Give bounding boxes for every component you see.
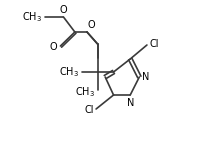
Text: N: N	[127, 98, 134, 108]
Text: CH$_3$: CH$_3$	[75, 85, 95, 99]
Text: CH$_3$: CH$_3$	[22, 10, 42, 24]
Text: Cl: Cl	[149, 39, 159, 49]
Text: O: O	[88, 21, 95, 31]
Text: N: N	[142, 72, 149, 82]
Text: O: O	[60, 5, 67, 16]
Text: Cl: Cl	[84, 105, 94, 115]
Text: CH$_3$: CH$_3$	[59, 65, 79, 79]
Text: O: O	[50, 42, 57, 52]
